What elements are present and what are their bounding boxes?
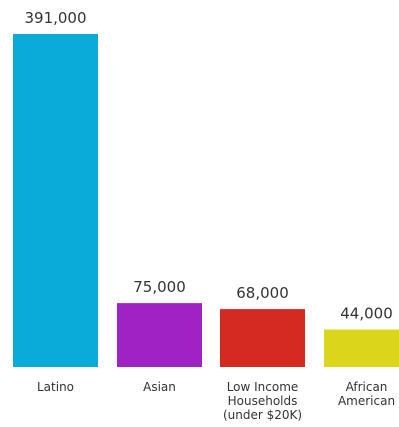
value-label-1: 391,000 <box>24 9 86 27</box>
bar-1 <box>13 34 98 367</box>
value-label-3: 68,000 <box>236 284 289 302</box>
value-label-4: 44,000 <box>340 305 393 323</box>
category-labels-group: Latino Asian Low Income Households (under $2… <box>37 380 395 422</box>
bar-4 <box>324 329 399 367</box>
category-label-line: American <box>338 394 395 408</box>
bar-2 <box>117 303 202 367</box>
category-label-line: African <box>346 380 388 394</box>
category-label-1: Latino <box>37 380 74 394</box>
category-label-2: Asian <box>143 380 176 394</box>
value-labels-group: 391,000 75,000 68,000 44,000 <box>24 9 392 323</box>
value-label-2: 75,000 <box>133 278 186 296</box>
category-label-line: Low Income <box>227 380 299 394</box>
bars-group <box>13 34 399 367</box>
category-label-line: Households <box>228 394 298 408</box>
category-label-line: Asian <box>143 380 176 394</box>
category-label-3: Low Income Households (under $20K) <box>223 380 302 422</box>
bar-3 <box>220 309 305 367</box>
category-label-line: (under $20K) <box>223 408 302 422</box>
category-label-line: Latino <box>37 380 74 394</box>
category-label-4: African American <box>338 380 395 408</box>
